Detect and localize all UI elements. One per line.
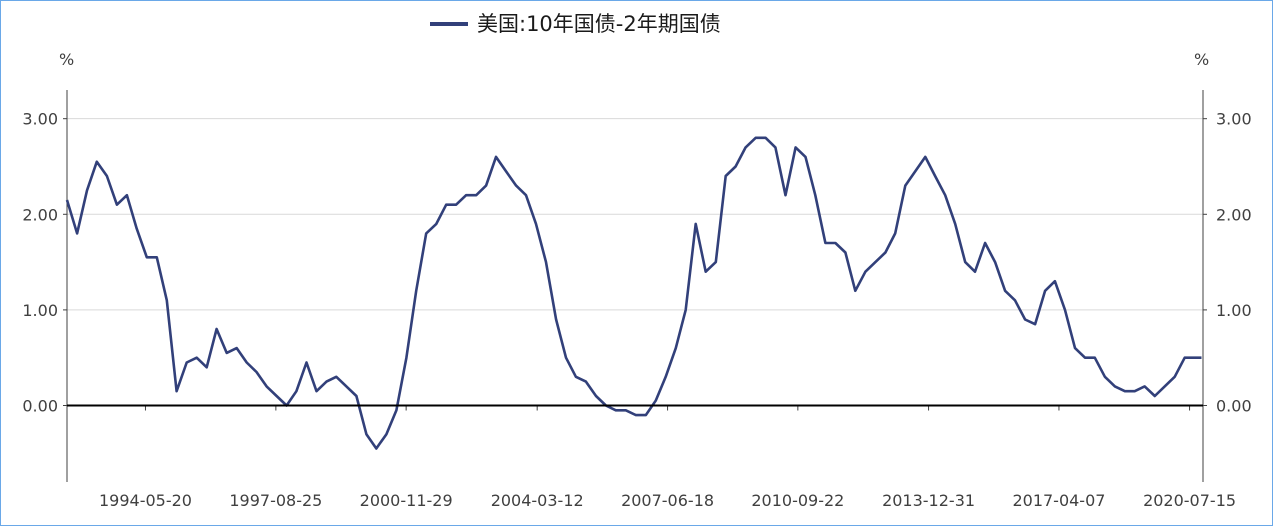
x-tick-label: 1997-08-25 bbox=[229, 491, 322, 510]
grid-lines bbox=[67, 118, 1203, 311]
x-axis: 1994-05-20 1997-08-25 2000-11-29 2004-03-12… bbox=[99, 405, 1236, 510]
y-tick-label-right: 2.00 bbox=[1216, 205, 1252, 224]
x-tick-label: 2020-07-15 bbox=[1143, 491, 1236, 510]
x-tick-label: 2007-06-18 bbox=[621, 491, 714, 510]
y-axis-left: 0.00 1.00 2.00 3.00 bbox=[22, 90, 68, 482]
x-tick-label: 2000-11-29 bbox=[360, 491, 453, 510]
y-unit-left: % bbox=[59, 50, 74, 69]
y-tick-label-left: 3.00 bbox=[22, 110, 58, 129]
x-tick-label: 2013-12-31 bbox=[882, 491, 975, 510]
y-tick-label-right: 0.00 bbox=[1216, 397, 1252, 416]
x-tick-label: 2004-03-12 bbox=[491, 491, 584, 510]
y-unit-right: % bbox=[1194, 50, 1209, 69]
y-tick-label-left: 0.00 bbox=[22, 397, 58, 416]
y-axis-right: 0.00 1.00 2.00 3.00 bbox=[1202, 90, 1252, 482]
x-tick-label: 1994-05-20 bbox=[99, 491, 192, 510]
y-tick-label-right: 3.00 bbox=[1216, 110, 1252, 129]
y-tick-label-left: 2.00 bbox=[22, 205, 58, 224]
y-tick-label-right: 1.00 bbox=[1216, 301, 1252, 320]
x-tick-label: 2010-09-22 bbox=[751, 491, 844, 510]
x-tick-label: 2017-04-07 bbox=[1012, 491, 1105, 510]
series-line bbox=[65, 136, 1202, 450]
y-tick-label-left: 1.00 bbox=[22, 301, 58, 320]
legend-label: 美国:10年国债-2年期国债 bbox=[477, 12, 721, 36]
